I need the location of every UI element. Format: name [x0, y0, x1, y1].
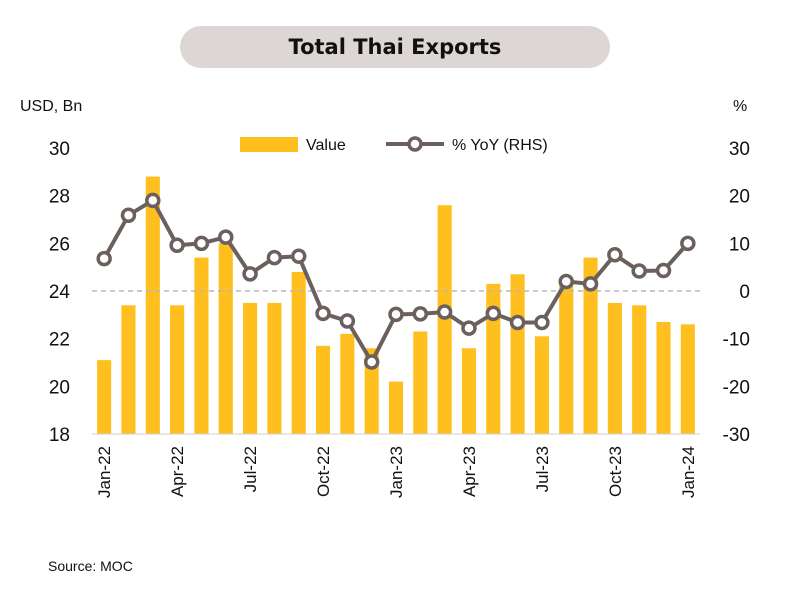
yoy-point — [339, 313, 356, 329]
bar — [340, 333, 355, 434]
right-axis-unit: % — [733, 98, 748, 115]
bar — [486, 283, 501, 434]
bar — [267, 302, 282, 434]
bar — [632, 305, 647, 434]
yoy-point — [315, 305, 331, 322]
left-tick-label: 22 — [49, 330, 70, 351]
bar — [534, 336, 549, 434]
bar — [291, 271, 306, 434]
bar — [364, 348, 379, 434]
right-tick-label: -10 — [723, 330, 750, 351]
yoy-point — [558, 273, 574, 290]
yoy-point — [607, 247, 623, 263]
bar — [388, 381, 404, 434]
yoy-point — [412, 306, 429, 322]
bar — [121, 305, 136, 434]
yoy-point — [461, 320, 477, 336]
yoy-point — [290, 248, 307, 264]
right-tick-label: 0 — [739, 282, 750, 303]
yoy-point — [242, 266, 258, 282]
yoy-point — [655, 262, 672, 279]
bar — [194, 257, 209, 434]
bar — [461, 348, 477, 434]
legend-swatch-value — [240, 137, 298, 152]
left-tick-label: 28 — [49, 187, 70, 208]
legend-label-yoy: % YoY (RHS) — [452, 137, 548, 154]
bar — [243, 302, 258, 434]
bar — [413, 331, 428, 434]
x-tick-label: Jan-24 — [679, 446, 698, 498]
yoy-point — [388, 306, 404, 323]
right-tick-label: 30 — [729, 139, 750, 160]
chart-title-pill: Total Thai Exports — [180, 26, 610, 68]
yoy-point — [436, 304, 453, 320]
x-tick-label: Jul-22 — [241, 446, 260, 492]
bar — [510, 274, 525, 434]
yoy-line — [102, 198, 690, 365]
legend-marker-yoy — [407, 136, 423, 152]
right-tick-label: -30 — [723, 425, 750, 446]
yoy-point — [582, 276, 599, 292]
bar — [145, 176, 160, 434]
yoy-point — [509, 314, 526, 331]
bar — [218, 243, 233, 434]
yoy-point — [145, 192, 161, 209]
chart-title: Total Thai Exports — [288, 35, 502, 59]
right-tick-label: 10 — [729, 234, 750, 255]
left-tick-label: 20 — [49, 377, 70, 398]
left-axis-unit: USD, Bn — [20, 98, 83, 115]
yoy-point — [485, 305, 502, 322]
left-tick-label: 18 — [49, 425, 70, 446]
bar — [607, 302, 622, 434]
yoy-point — [193, 235, 210, 252]
x-tick-label: Oct-23 — [606, 446, 625, 497]
x-tick-label: Jan-23 — [387, 446, 406, 498]
bar — [315, 345, 331, 434]
yoy-point — [363, 354, 380, 370]
bar — [680, 324, 695, 434]
left-tick-label: 24 — [49, 282, 71, 303]
yoy-point — [266, 249, 283, 266]
source-note: Source: MOC — [48, 558, 133, 574]
yoy-point — [534, 314, 550, 331]
yoy-point — [680, 235, 696, 252]
right-tick-label: 20 — [729, 187, 750, 208]
bar — [170, 305, 185, 434]
x-tick-label: Apr-22 — [168, 446, 187, 497]
yoy-point — [169, 237, 185, 253]
yoy-point — [631, 263, 647, 279]
left-tick-label: 26 — [49, 234, 70, 255]
bar — [583, 257, 598, 434]
yoy-point — [96, 250, 112, 267]
legend-label-value: Value — [306, 137, 346, 154]
right-tick-label: -20 — [723, 377, 750, 398]
bar — [656, 321, 671, 434]
x-tick-label: Jul-23 — [533, 446, 552, 492]
x-tick-label: Apr-23 — [460, 446, 479, 497]
x-tick-label: Oct-22 — [314, 446, 333, 497]
left-tick-label: 30 — [49, 139, 70, 160]
bar — [97, 360, 112, 434]
yoy-point — [120, 207, 137, 223]
bar — [559, 283, 574, 434]
yoy-point — [218, 229, 234, 245]
x-tick-label: Jan-22 — [95, 446, 114, 498]
